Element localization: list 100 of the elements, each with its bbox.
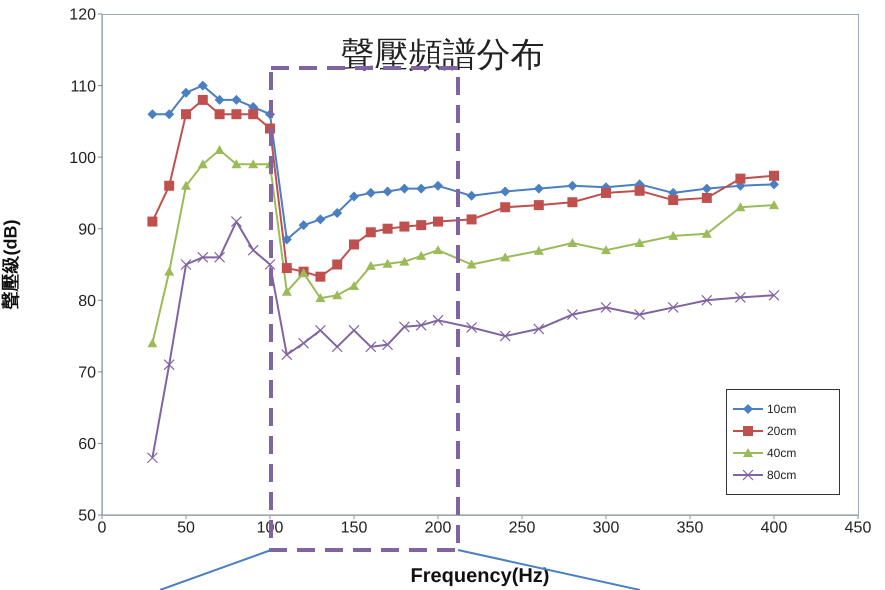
- point: [416, 320, 427, 331]
- point: [768, 290, 780, 301]
- legend-label: 80cm: [767, 467, 796, 484]
- point: [416, 250, 426, 260]
- point: [146, 452, 158, 464]
- point: [399, 222, 410, 232]
- point: [366, 227, 376, 238]
- point: [181, 180, 191, 190]
- x-tick-label: 300: [592, 519, 620, 536]
- point: [314, 324, 326, 336]
- point: [416, 184, 426, 194]
- y-axis-title: 聲壓級(dB): [0, 220, 20, 310]
- point: [534, 200, 544, 210]
- point: [181, 88, 191, 98]
- point: [668, 302, 679, 314]
- point: [500, 252, 510, 262]
- point: [433, 245, 443, 254]
- point: [567, 238, 578, 248]
- point: [567, 197, 578, 208]
- point: [214, 144, 225, 154]
- x-tick-label: 450: [844, 519, 872, 536]
- point: [298, 220, 309, 230]
- legend-label: 20cm: [767, 423, 796, 440]
- point: [198, 159, 208, 168]
- point: [668, 230, 678, 240]
- x-tick-label: 350: [676, 519, 704, 536]
- point: [231, 94, 242, 105]
- y-tick-label: 80: [78, 292, 96, 310]
- point: [702, 184, 712, 194]
- point: [567, 180, 578, 191]
- point: [214, 94, 225, 105]
- point: [466, 214, 477, 224]
- point: [634, 238, 645, 248]
- point: [214, 109, 225, 120]
- point: [399, 256, 410, 266]
- point: [702, 192, 712, 203]
- point: [147, 338, 158, 348]
- point: [433, 180, 443, 191]
- point: [214, 252, 226, 263]
- x-tick-label: 200: [424, 519, 452, 536]
- point: [600, 302, 612, 314]
- point: [769, 200, 779, 210]
- point: [198, 94, 208, 105]
- point: [534, 184, 544, 194]
- point: [164, 109, 174, 120]
- x-tick-label: 250: [508, 519, 536, 536]
- point: [282, 234, 292, 244]
- point: [634, 309, 646, 320]
- point: [332, 208, 342, 218]
- point: [432, 314, 444, 326]
- point: [164, 266, 174, 276]
- point: [164, 359, 175, 370]
- point: [332, 290, 342, 300]
- point: [365, 341, 376, 352]
- point: [382, 224, 393, 234]
- point: [349, 192, 359, 202]
- point: [180, 258, 192, 270]
- point: [601, 245, 611, 254]
- point: [231, 159, 242, 168]
- point: [147, 109, 158, 120]
- point: [197, 252, 208, 263]
- point: [282, 286, 292, 296]
- point: [382, 258, 393, 268]
- point: [315, 272, 326, 282]
- point: [198, 80, 208, 91]
- point: [466, 322, 478, 334]
- point: [735, 202, 746, 212]
- point: [315, 293, 326, 302]
- point: [382, 186, 393, 196]
- point: [500, 186, 510, 196]
- point: [601, 188, 611, 198]
- point: [382, 339, 394, 350]
- point: [248, 109, 258, 120]
- point: [500, 202, 510, 212]
- point: [349, 239, 359, 250]
- point: [433, 216, 443, 227]
- point: [281, 349, 292, 360]
- point: [282, 263, 292, 274]
- point: [366, 188, 376, 198]
- legend-label: 40cm: [767, 445, 796, 462]
- y-tick-label: 110: [70, 78, 96, 96]
- x-tick-label: 150: [340, 519, 368, 536]
- point: [231, 109, 242, 120]
- point: [702, 228, 712, 238]
- point: [349, 280, 359, 290]
- point: [734, 292, 746, 304]
- point: [701, 294, 712, 306]
- point: [769, 170, 779, 181]
- point: [298, 338, 310, 349]
- point: [534, 246, 544, 255]
- point: [769, 179, 779, 190]
- point: [398, 321, 410, 332]
- y-tick-label: 100: [69, 150, 96, 167]
- point: [533, 323, 544, 335]
- y-tick-label: 50: [78, 508, 96, 525]
- point: [147, 216, 158, 227]
- x-tick-label: 400: [760, 519, 788, 536]
- point: [399, 184, 410, 194]
- point: [230, 216, 242, 228]
- point: [181, 109, 191, 120]
